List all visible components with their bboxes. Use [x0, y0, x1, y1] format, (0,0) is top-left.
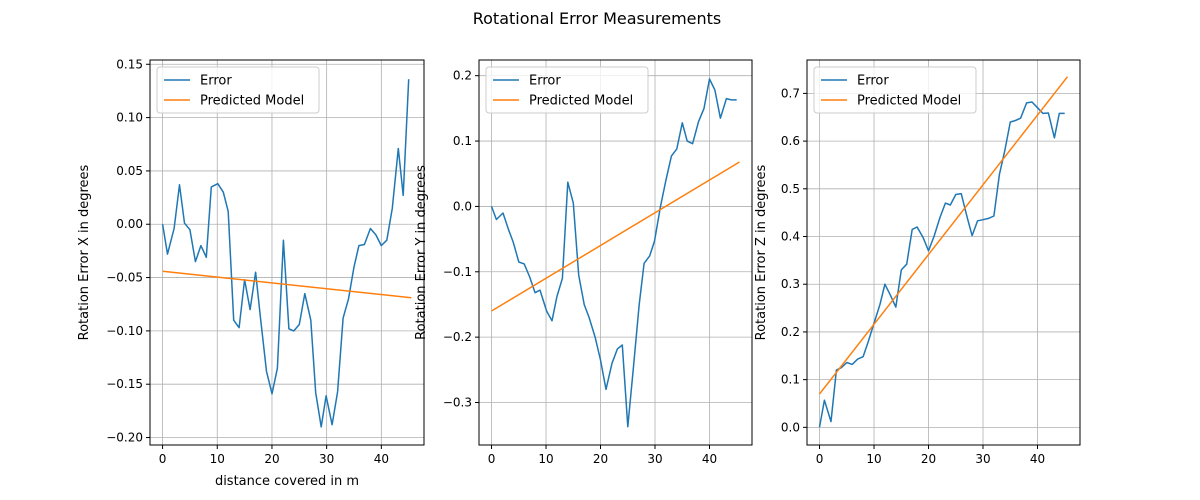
- y-tick-label: 0.7: [781, 86, 800, 100]
- legend-label: Error: [529, 74, 561, 89]
- legend-box: [813, 66, 977, 114]
- error-series-line: [490, 78, 737, 428]
- predicted-model-line: [491, 161, 740, 312]
- x-tick-label: 20: [593, 452, 608, 466]
- y-axis-label: Rotation Error Y in degrees: [414, 165, 429, 340]
- legend: Error Predicted Model: [156, 66, 320, 114]
- legend-label: Predicted Model: [529, 94, 633, 109]
- y-tick-label: −0.20: [106, 431, 143, 445]
- axes-frame: [806, 59, 1081, 446]
- x-tick-label: 20: [921, 452, 936, 466]
- legend: Error Predicted Model: [485, 66, 649, 114]
- y-axis-label: Rotation Error Z in degrees: [754, 164, 769, 340]
- y-tick-label: 0.6: [781, 134, 800, 148]
- y-tick-label: 0.3: [781, 277, 800, 291]
- x-tick-label: 10: [210, 452, 225, 466]
- legend-box: [485, 66, 649, 114]
- axes-frame: [478, 59, 753, 446]
- legend-label: Error: [857, 74, 889, 89]
- x-tick-label: 0: [816, 452, 824, 466]
- x-tick-label: 20: [264, 452, 279, 466]
- y-tick-label: 0.1: [453, 134, 472, 148]
- y-tick-label: 0.2: [453, 69, 472, 83]
- axes-frame: [149, 59, 425, 446]
- y-tick-label: 0.4: [781, 230, 800, 244]
- y-tick-label: 0.15: [116, 57, 143, 71]
- y-tick-label: −0.1: [443, 265, 472, 279]
- legend-label: Error: [200, 74, 232, 89]
- x-tick-label: 10: [538, 452, 553, 466]
- error-series-line: [818, 101, 1065, 428]
- y-tick-label: 0.2: [781, 325, 800, 339]
- x-tick-label: 30: [975, 452, 990, 466]
- y-tick-label: 0.00: [116, 217, 143, 231]
- legend-label: Predicted Model: [200, 94, 304, 109]
- y-tick-label: 0.5: [781, 182, 800, 196]
- legend-label: Predicted Model: [857, 94, 961, 109]
- chart-panel-2: 0 10 20 30 40 −0.3 −0.2 −0.1 0.0 0.1 0.2 Rotation E…: [414, 59, 753, 466]
- y-axis-label: Rotation Error X in degrees: [77, 164, 92, 340]
- error-series-line: [161, 79, 410, 428]
- chart-panel-3: 0 10 20 30 40 0.0 0.1 0.2 0.3 0.4 0.5 0.6 0.7 Rotatio…: [754, 59, 1081, 466]
- x-tick-label: 40: [1030, 452, 1045, 466]
- x-tick-label: 40: [374, 452, 389, 466]
- y-tick-label: 0.10: [116, 111, 143, 125]
- x-tick-label: 40: [702, 452, 717, 466]
- x-axis-label: distance covered in m: [215, 474, 359, 489]
- y-tick-label: 0.0: [453, 199, 472, 213]
- predicted-model-line: [162, 270, 412, 299]
- y-tick-label: 0.1: [781, 373, 800, 387]
- y-tick-label: 0.0: [781, 420, 800, 434]
- x-tick-label: 0: [159, 452, 167, 466]
- legend: Error Predicted Model: [813, 66, 977, 114]
- x-tick-label: 10: [866, 452, 881, 466]
- y-tick-label: −0.2: [443, 330, 472, 344]
- x-tick-label: 0: [488, 452, 496, 466]
- x-tick-label: 30: [319, 452, 334, 466]
- y-tick-label: −0.10: [106, 324, 143, 338]
- y-tick-label: 0.05: [116, 164, 143, 178]
- predicted-model-line: [818, 76, 1069, 395]
- x-tick-label: 30: [647, 452, 662, 466]
- y-tick-label: −0.3: [443, 396, 472, 410]
- legend-box: [156, 66, 320, 114]
- y-tick-label: −0.05: [106, 271, 143, 285]
- chart-panel-1: 0 10 20 30 40 −0.20 −0.15 −0.10 −0.05 0.00 0.05 0.1…: [77, 57, 425, 489]
- y-tick-label: −0.15: [106, 377, 143, 391]
- figure-suptitle: Rotational Error Measurements: [473, 9, 722, 28]
